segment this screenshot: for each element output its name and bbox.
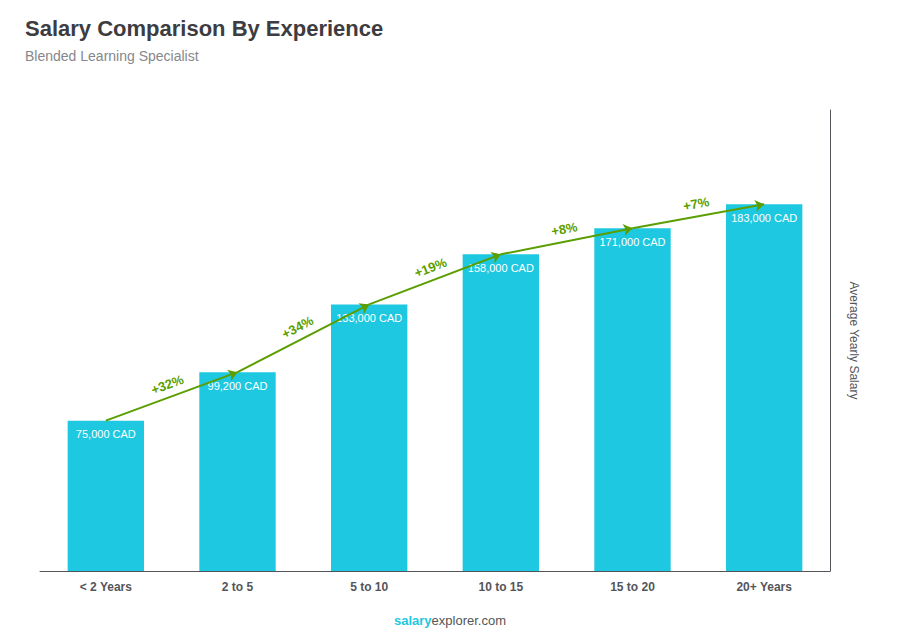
svg-text:5 to 10: 5 to 10 (350, 580, 388, 594)
svg-text:explorer.com: explorer.com (432, 613, 506, 628)
svg-text:Salary Comparison By Experienc: Salary Comparison By Experience (25, 16, 383, 41)
svg-text:+34%: +34% (279, 313, 316, 342)
svg-text:183,000 CAD: 183,000 CAD (731, 212, 797, 224)
svg-text:158,000 CAD: 158,000 CAD (467, 261, 534, 274)
svg-text:Average Yearly Salary: Average Yearly Salary (847, 282, 861, 400)
svg-text:+19%: +19% (412, 255, 449, 281)
svg-text:salary: salary (394, 613, 432, 628)
svg-text:Blended Learning Specialist: Blended Learning Specialist (25, 48, 199, 64)
svg-text:171,000 CAD: 171,000 CAD (599, 236, 665, 248)
svg-text:133,000 CAD: 133,000 CAD (336, 312, 402, 324)
svg-text:< 2 Years: < 2 Years (80, 580, 132, 594)
svg-text:2 to 5: 2 to 5 (222, 580, 254, 594)
svg-text:+7%: +7% (682, 194, 711, 214)
svg-text:+32%: +32% (149, 372, 186, 398)
svg-text:20+ Years: 20+ Years (736, 580, 792, 594)
svg-text:15 to 20: 15 to 20 (610, 580, 655, 594)
svg-text:75,000 CAD: 75,000 CAD (76, 428, 136, 440)
svg-text:99,200 CAD: 99,200 CAD (208, 380, 268, 392)
svg-text:10 to 15: 10 to 15 (478, 580, 523, 594)
svg-text:+8%: +8% (550, 219, 579, 239)
